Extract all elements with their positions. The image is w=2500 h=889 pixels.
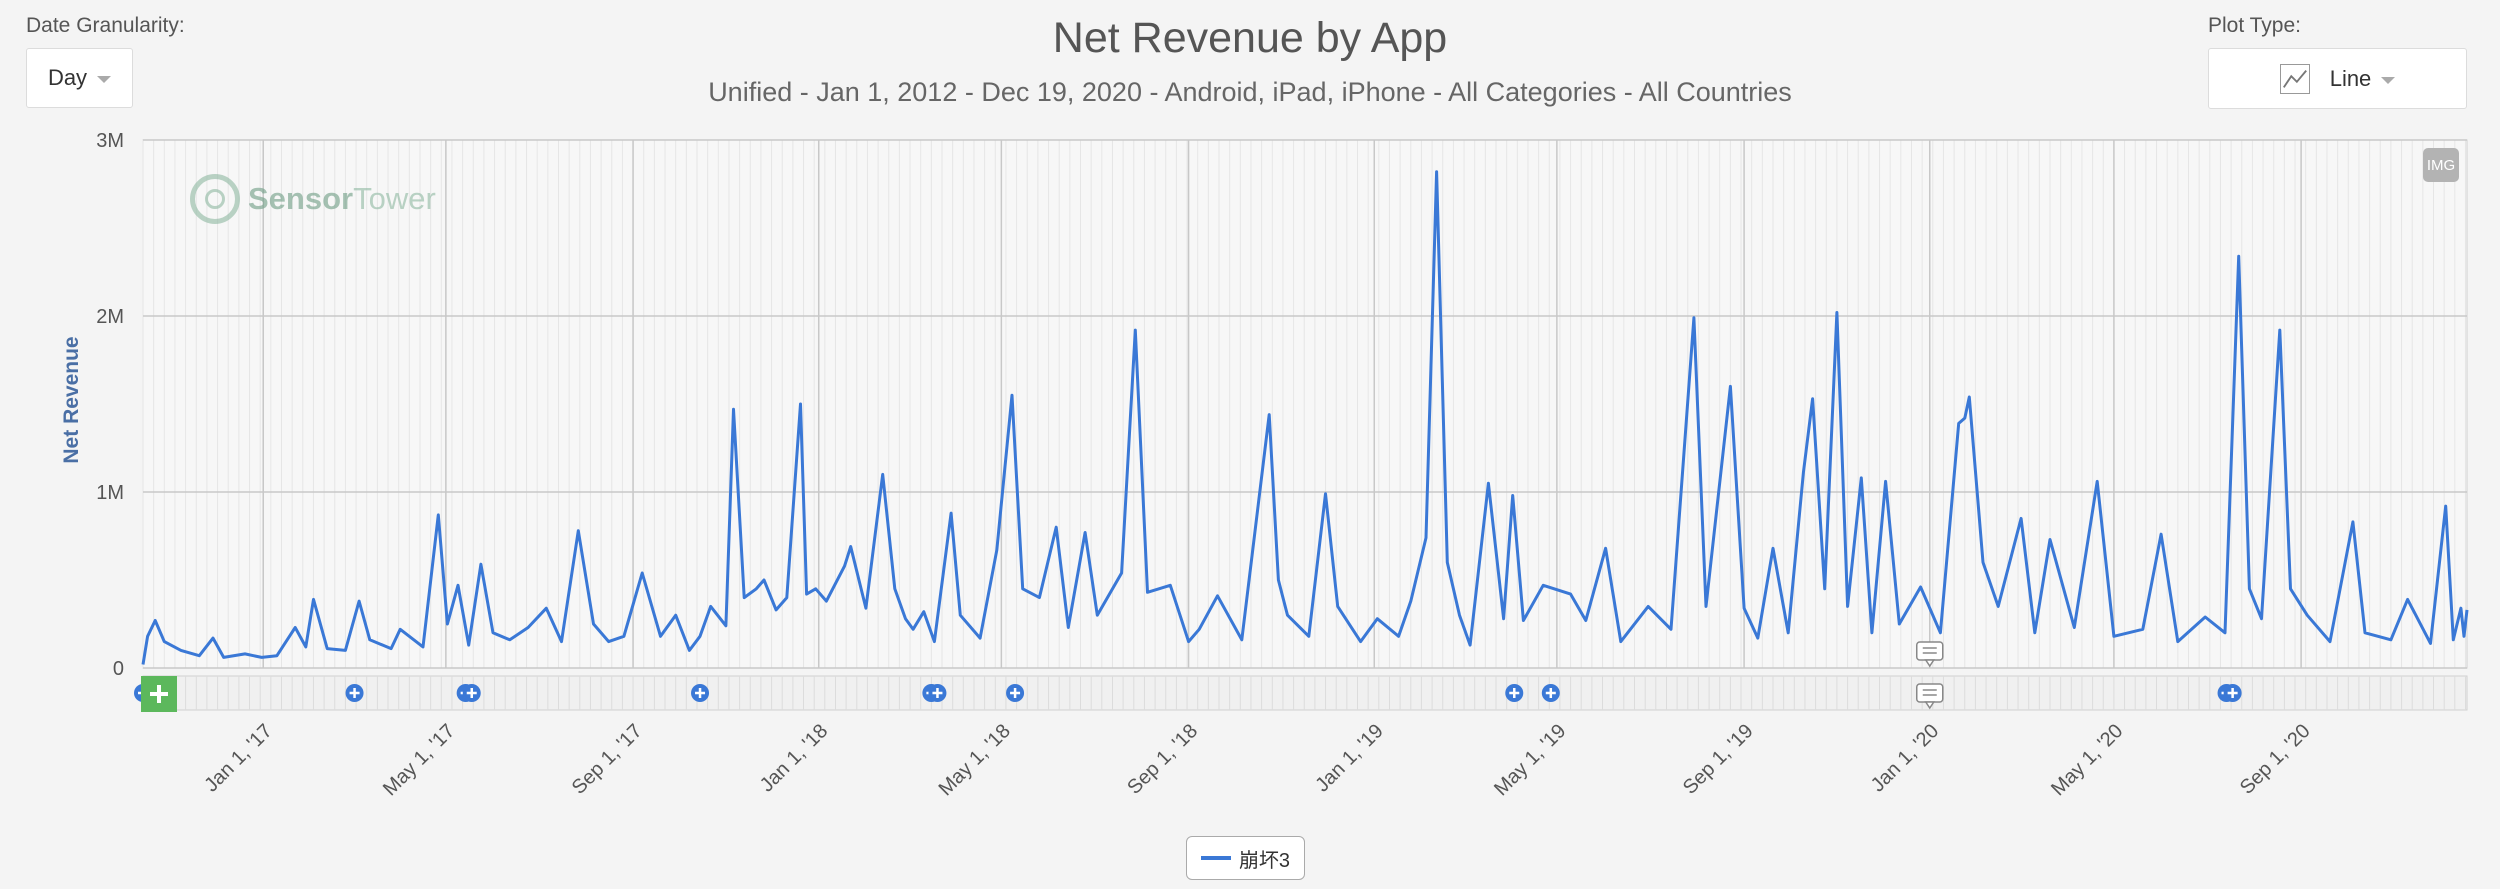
y-tick-label: 0 — [113, 658, 124, 680]
chevron-down-icon — [2381, 76, 2396, 84]
event-strip — [134, 641, 2242, 712]
chart-grid — [143, 139, 2467, 669]
chevron-down-icon — [97, 76, 112, 83]
comment-icon-tail — [1924, 701, 1936, 710]
legend-swatch — [1200, 856, 1231, 860]
legend-label: 崩坏3 — [1238, 849, 1291, 872]
x-tick-label: Sep 1, '18 — [1123, 720, 1202, 799]
chart-subtitle: Unified - Jan 1, 2012 - Dec 19, 2020 - A… — [708, 77, 1792, 107]
event-marker[interactable] — [1541, 684, 1560, 702]
sensortower-logo-icon — [190, 174, 240, 224]
watermark-bold: Sensor — [248, 181, 354, 216]
add-event-button[interactable] — [141, 676, 177, 712]
plot-type-label: Plot Type: — [2208, 14, 2302, 37]
date-granularity-label: Date Granularity: — [26, 14, 185, 37]
event-marker[interactable] — [691, 684, 710, 702]
x-tick-label: Jan 1, '19 — [1311, 720, 1387, 796]
event-marker[interactable] — [2223, 684, 2242, 702]
plot-type-value: Line — [2329, 65, 2372, 91]
chart-day-bands — [142, 139, 2468, 711]
event-marker[interactable] — [1505, 684, 1524, 702]
date-granularity-value: Day — [47, 65, 88, 90]
comment-icon — [1916, 683, 1944, 703]
date-granularity-dropdown[interactable]: Day — [26, 48, 133, 108]
note-marker[interactable] — [1916, 641, 1944, 668]
export-image-button[interactable]: IMG — [2423, 148, 2459, 182]
chart-title: Net Revenue by App — [1052, 14, 1448, 62]
event-marker[interactable] — [345, 684, 364, 702]
y-tick-label: 1M — [96, 482, 124, 504]
note-marker[interactable] — [1916, 683, 1944, 710]
x-tick-label: Jan 1, '20 — [1867, 720, 1943, 796]
comment-icon-tail — [1924, 659, 1936, 668]
x-axis: Jan 1, '17 May 1, '17 Sep 1, '17 Jan 1, '18… — [200, 720, 2314, 800]
x-tick-label: May 1, '17 — [379, 720, 459, 800]
x-tick-label: Sep 1, '19 — [1679, 720, 1758, 799]
y-axis: 0 1M 2M 3M — [96, 130, 124, 680]
y-tick-label: 2M — [96, 306, 124, 328]
sensortower-watermark: SensorTower — [190, 174, 436, 224]
watermark-light: Tower — [353, 181, 436, 216]
x-tick-label: Sep 1, '20 — [2236, 720, 2315, 799]
event-marker[interactable] — [1006, 684, 1025, 702]
line-chart-icon — [2279, 63, 2310, 94]
x-tick-label: Jan 1, '17 — [200, 720, 276, 796]
event-strip-background — [142, 675, 2468, 711]
y-tick-label: 3M — [96, 130, 124, 152]
comment-icon — [1916, 641, 1944, 661]
plot-type-dropdown[interactable]: Line — [2208, 48, 2467, 109]
x-tick-label: Jan 1, '18 — [756, 720, 832, 796]
plot-background — [142, 139, 2468, 669]
x-tick-label: May 1, '20 — [2047, 720, 2127, 800]
event-marker[interactable] — [462, 684, 481, 702]
x-tick-label: May 1, '18 — [935, 720, 1015, 800]
x-tick-label: Sep 1, '17 — [568, 720, 647, 799]
legend-item[interactable]: 崩坏3 — [1186, 836, 1305, 880]
event-marker[interactable] — [928, 684, 947, 702]
x-tick-label: May 1, '19 — [1490, 720, 1570, 800]
chart-series — [141, 170, 2469, 665]
y-axis-label: Net Revenue — [60, 336, 83, 463]
